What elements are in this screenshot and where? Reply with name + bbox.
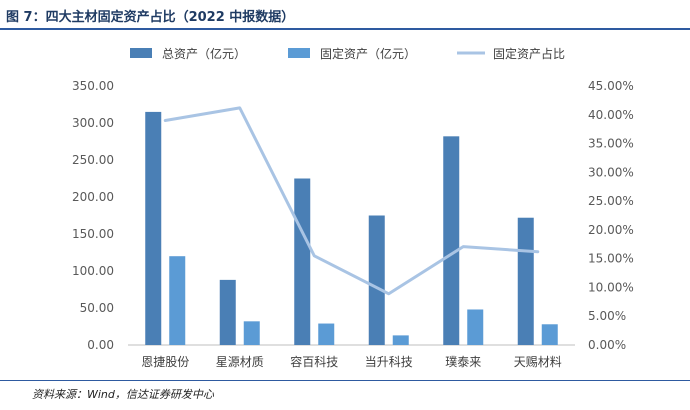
bar-total-assets bbox=[219, 279, 236, 345]
left-tick-label: 100.00 bbox=[72, 264, 114, 278]
bar-total-assets bbox=[443, 136, 460, 345]
ratio-line bbox=[163, 106, 540, 296]
category-label: 天赐材料 bbox=[514, 355, 562, 369]
bar-total-assets bbox=[145, 111, 162, 346]
category-label: 容百科技 bbox=[290, 354, 338, 369]
right-tick-label: 15.00% bbox=[588, 252, 634, 266]
bar-fixed-assets bbox=[467, 309, 484, 345]
bar-fixed-assets bbox=[318, 323, 335, 345]
right-tick-label: 40.00% bbox=[588, 108, 634, 122]
legend-label: 固定资产占比 bbox=[493, 46, 565, 61]
category-label: 璞泰来 bbox=[445, 355, 481, 369]
right-tick-label: 10.00% bbox=[588, 280, 634, 294]
category-label: 星源材质 bbox=[216, 355, 264, 369]
legend-label: 固定资产（亿元） bbox=[320, 46, 416, 61]
axes: 0.00 50.00 100.00 150.00 200.00 250.00 300.00 3… bbox=[72, 79, 634, 369]
bar-total-assets bbox=[294, 178, 311, 345]
bar-fixed-assets bbox=[169, 256, 186, 345]
left-tick-label: 300.00 bbox=[72, 116, 114, 130]
right-tick-label: 45.00% bbox=[588, 79, 634, 93]
bar-fixed-assets bbox=[541, 324, 558, 345]
legend-ratio: 固定资产占比 bbox=[457, 46, 565, 61]
bar-total-assets bbox=[517, 217, 534, 345]
legend: 总资产（亿元） 固定资产（亿元） 固定资产占比 bbox=[130, 46, 565, 61]
category-label: 恩捷股份 bbox=[141, 355, 189, 369]
legend-swatch bbox=[130, 48, 152, 58]
bars bbox=[145, 111, 558, 346]
left-tick-label: 350.00 bbox=[72, 79, 114, 93]
right-tick-label: 25.00% bbox=[588, 194, 634, 208]
legend-label: 总资产（亿元） bbox=[162, 46, 246, 61]
right-tick-label: 0.00% bbox=[588, 338, 626, 352]
left-tick-label: 0.00 bbox=[87, 338, 114, 352]
legend-fixed-assets: 固定资产（亿元） bbox=[288, 46, 416, 61]
bar-fixed-assets bbox=[243, 321, 260, 345]
category-label: 当升科技 bbox=[365, 355, 413, 369]
ratio-line-path bbox=[163, 106, 540, 296]
title-rule bbox=[0, 28, 690, 30]
left-tick-label: 200.00 bbox=[72, 190, 114, 204]
figure-title: 图 7：四大主材固定资产占比（2022 中报数据） bbox=[6, 10, 295, 25]
legend-total-assets: 总资产（亿元） bbox=[130, 46, 246, 61]
bar-fixed-assets bbox=[392, 335, 409, 345]
right-tick-label: 20.00% bbox=[588, 223, 634, 237]
left-tick-label: 150.00 bbox=[72, 227, 114, 241]
right-tick-label: 35.00% bbox=[588, 137, 634, 151]
left-tick-label: 50.00 bbox=[80, 301, 114, 315]
right-tick-label: 30.00% bbox=[588, 165, 634, 179]
bar-total-assets bbox=[368, 215, 385, 345]
source-note: 资料来源：Wind，信达证券研发中心 bbox=[32, 388, 214, 401]
right-tick-label: 5.00% bbox=[588, 309, 626, 323]
legend-swatch bbox=[288, 48, 310, 58]
combo-chart: 总资产（亿元） 固定资产（亿元） 固定资产占比 0.00 50.00 100.00 150… bbox=[72, 46, 634, 369]
left-tick-label: 250.00 bbox=[72, 153, 114, 167]
source-rule bbox=[0, 380, 690, 381]
